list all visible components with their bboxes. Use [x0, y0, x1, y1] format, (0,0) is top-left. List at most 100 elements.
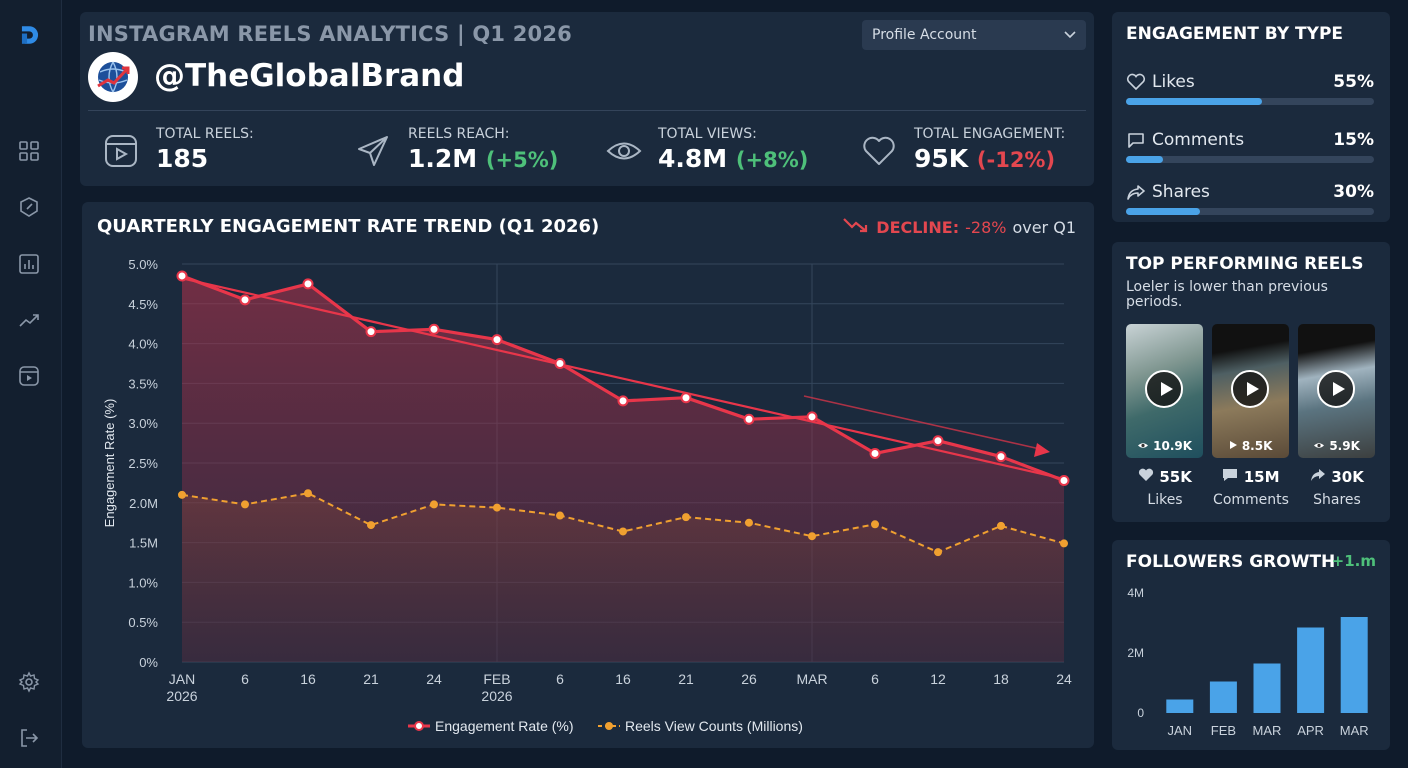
settings-gear-icon[interactable] — [17, 670, 41, 694]
engagement-point — [680, 392, 692, 404]
x-tick-label: 6 — [241, 671, 249, 687]
engagement-point — [428, 323, 440, 335]
engagement-point — [239, 294, 251, 306]
eye-icon — [1137, 443, 1148, 448]
dropdown-selected-value: Profile Account — [872, 27, 977, 43]
kpi-label: TOTAL ENGAGEMENT: — [914, 126, 1066, 142]
trend-down-icon — [842, 216, 870, 238]
top-reels-card: TOP PERFORMING REELS Loeler is lower tha… — [1112, 242, 1390, 522]
section-title: TOP PERFORMING REELS — [1126, 254, 1364, 274]
kpi-value: 1.2M (+5%) — [408, 144, 559, 173]
kpi-label: REELS REACH: — [408, 126, 510, 142]
section-title: FOLLOWERS GROWTH — [1126, 552, 1336, 572]
kpi-label: TOTAL VIEWS: — [658, 126, 757, 142]
send-icon — [356, 134, 392, 170]
chevron-down-icon — [1064, 27, 1076, 43]
section-title: ENGAGEMENT BY TYPE — [1126, 24, 1344, 44]
play-button-icon[interactable] — [1231, 370, 1269, 408]
x-tick-label: 18 — [993, 671, 1009, 687]
brand-logo-icon[interactable] — [15, 20, 45, 50]
engagement-label: Comments — [1126, 130, 1244, 150]
reel-views: 10.9K — [1126, 439, 1203, 453]
engagement-bar-track — [1126, 156, 1374, 163]
x-tick-label: MAR — [1340, 723, 1369, 738]
comment-icon — [1128, 133, 1144, 148]
play-button-icon[interactable] — [1145, 370, 1183, 408]
engagement-bar-track — [1126, 208, 1374, 215]
engagement-pct: 15% — [1333, 130, 1374, 150]
x-tick-label: MAR — [796, 671, 827, 687]
y-tick-label: 4M — [1127, 586, 1144, 600]
play-button-icon[interactable] — [1317, 370, 1355, 408]
followers-growth-card: 0 2M 4M JAN FEB MAR APR MAR FOLLOWERS GROWTH +1… — [1112, 540, 1390, 750]
engagement-by-type-card: ENGAGEMENT BY TYPE Likes 55% Comments 15… — [1112, 12, 1390, 222]
dashboard-grid-icon[interactable] — [17, 139, 41, 163]
kpi-total-reels: TOTAL REELS: 185 — [104, 122, 304, 182]
views-line — [181, 492, 1065, 554]
decline-arrow — [803, 395, 1041, 450]
engagement-point — [869, 447, 881, 459]
reel-metric-comments: 15M Comments — [1213, 468, 1289, 508]
decline-value: -28% — [965, 217, 1007, 237]
followers-bar — [1340, 617, 1368, 713]
views-point — [493, 503, 501, 512]
avatar[interactable] — [88, 52, 138, 102]
engagement-point — [491, 334, 503, 346]
reel-thumbnail[interactable]: 5.9K — [1298, 324, 1375, 458]
reel-views: 8.5K — [1212, 439, 1289, 453]
globe-logo-icon — [97, 61, 130, 93]
legend-label: Reels View Counts (Millions) — [625, 718, 803, 734]
y-tick-label: 1.5M — [129, 536, 158, 551]
kpi-delta: (-12%) — [976, 148, 1056, 172]
y-axis-label: Engagement Rate (%) — [102, 399, 117, 528]
engagement-point — [365, 326, 377, 338]
engagement-point — [302, 278, 314, 290]
x-tick-label: 6 — [871, 671, 879, 687]
x-tick-label: 26 — [741, 671, 757, 687]
x-tick-label: FEB 2026 — [481, 671, 512, 704]
trend-icon[interactable] — [17, 308, 41, 332]
followers-growth-badge: +1.m — [1331, 552, 1376, 570]
engagement-bar-fill — [1126, 156, 1164, 163]
bar-chart-icon[interactable] — [17, 252, 41, 276]
x-tick-label: 16 — [300, 671, 316, 687]
logout-icon[interactable] — [17, 726, 41, 750]
reels-icon[interactable] — [17, 364, 41, 388]
engagement-point — [554, 358, 566, 369]
legend-marker — [605, 722, 613, 730]
views-point — [304, 489, 312, 498]
reel-views: 5.9K — [1298, 439, 1375, 453]
kpi-total-engagement: TOTAL ENGAGEMENT: 95K (-12%) — [862, 122, 1088, 182]
comment-icon — [1223, 469, 1238, 481]
reel-thumbnail[interactable]: 10.9K — [1126, 324, 1203, 458]
followers-bar — [1209, 681, 1237, 713]
heart-icon — [862, 134, 898, 170]
kpi-delta: (+5%) — [485, 148, 559, 172]
engagement-row-likes: Likes 55% — [1126, 72, 1374, 112]
y-tick-label: 2.5% — [128, 456, 158, 471]
engagement-trend-chart: 0% 0.5% 1.0% 1.5M 2.0M 2.5% 3.0% 3.5% 4.0% 4.5% 5.… — [102, 257, 1072, 734]
views-point — [745, 518, 753, 527]
y-tick-label: 3.0% — [128, 416, 158, 431]
engagement-point — [743, 413, 755, 425]
x-tick-label: MAR — [1253, 723, 1282, 738]
x-tick-label: FEB — [1211, 723, 1236, 738]
views-area — [182, 493, 1064, 662]
sidebar — [0, 0, 62, 768]
y-tick-label: 0.5% — [128, 615, 158, 630]
engagement-bar-track — [1126, 98, 1374, 105]
views-point — [934, 548, 942, 557]
x-tick-label: 6 — [556, 671, 564, 687]
header-card: INSTAGRAM REELS ANALYTICS | Q1 2026 Prof… — [80, 12, 1094, 186]
profile-account-dropdown[interactable]: Profile Account — [862, 20, 1086, 50]
followers-bar — [1166, 699, 1194, 713]
analytics-gauge-icon[interactable] — [17, 195, 41, 219]
y-tick-label: 4.0% — [128, 337, 158, 352]
eye-icon — [1314, 443, 1325, 448]
reel-thumbnail[interactable]: 8.5K — [1212, 324, 1289, 458]
y-tick-label: 2.0M — [129, 496, 158, 511]
views-point — [367, 521, 375, 530]
views-point — [871, 520, 879, 529]
engagement-point — [995, 451, 1007, 463]
engagement-point — [932, 435, 944, 447]
